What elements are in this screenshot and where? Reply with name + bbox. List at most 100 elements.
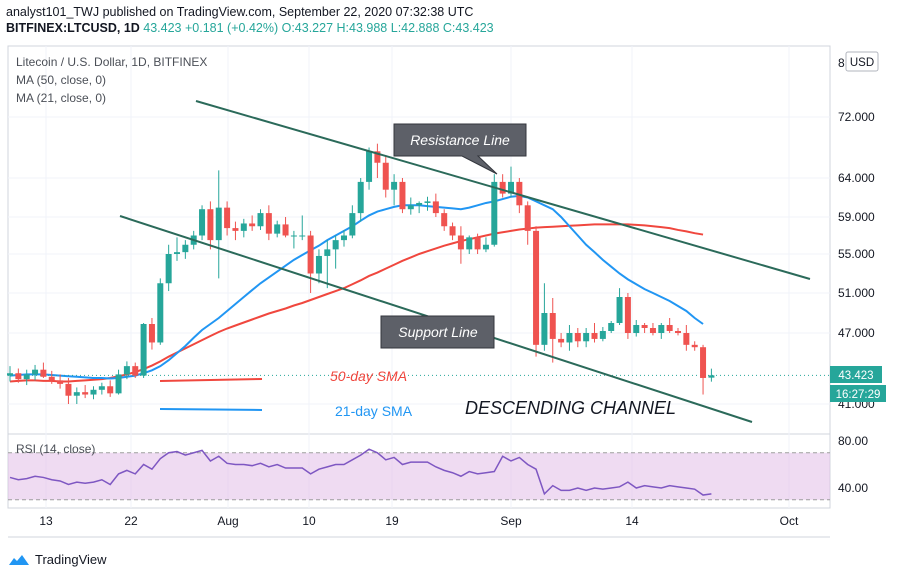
candle-body <box>232 228 239 231</box>
price-tick-label: 59.000 <box>838 210 875 224</box>
candle-body <box>48 376 55 381</box>
tradingview-logo[interactable]: TradingView <box>8 552 107 567</box>
ma50-line <box>9 223 704 383</box>
candle-body <box>399 181 406 210</box>
candle-body <box>15 373 22 380</box>
candle-body <box>182 244 189 253</box>
candle-body <box>366 151 373 182</box>
candle-body <box>499 181 506 194</box>
candle-body <box>23 374 30 380</box>
candle-body <box>107 386 114 394</box>
time-axis[interactable]: 13 22 Aug 10 19 Sep 14 Oct <box>39 514 799 528</box>
candle-body <box>641 325 648 328</box>
rsi-line <box>9 448 712 496</box>
candle-body <box>474 237 481 250</box>
candle-body <box>591 333 598 339</box>
rsi-pane <box>8 448 830 501</box>
candle-body <box>541 313 548 345</box>
time-tick-label: Sep <box>500 514 522 528</box>
low-value: L:42.888 <box>390 21 440 35</box>
time-tick-label: Oct <box>780 514 799 528</box>
rsi-axis: 80.00 40.00 <box>838 434 868 495</box>
candle-body <box>82 392 89 395</box>
candle-body <box>416 202 423 206</box>
candle-body <box>165 254 172 284</box>
candle-body <box>357 181 364 214</box>
candle-body <box>249 223 256 227</box>
price-axis[interactable]: 72.00064.00059.00055.00051.00047.00041.0… <box>838 110 875 411</box>
price-tick-label: 51.000 <box>838 286 875 300</box>
candle-body <box>466 237 473 250</box>
support-callout[interactable]: Support Line <box>380 315 495 349</box>
sma21-label: 21-day SMA <box>335 403 413 419</box>
candle-body <box>666 325 673 331</box>
price-tick-label: 64.000 <box>838 171 875 185</box>
candle-body <box>207 209 214 241</box>
candle-body <box>516 181 523 206</box>
candle-body <box>299 235 306 237</box>
tradingview-icon <box>9 554 29 565</box>
candle-body <box>457 235 464 250</box>
currency-button[interactable]: USD <box>845 51 879 72</box>
candle-body <box>549 313 556 339</box>
price-change: +0.181 (+0.42%) <box>185 21 279 35</box>
candle-body <box>683 333 690 345</box>
candle-body <box>315 255 322 274</box>
candle-body <box>265 213 272 234</box>
candle-body <box>341 235 347 241</box>
candle-body <box>90 389 97 395</box>
candle-body <box>608 323 615 331</box>
time-tick-label: 19 <box>385 514 399 528</box>
ma50-legend: MA (50, close, 0) <box>16 73 106 87</box>
candle-body <box>7 373 13 376</box>
close-value: C:43.423 <box>442 21 494 35</box>
sma50-legend-line <box>159 378 263 382</box>
candle-body <box>407 205 414 210</box>
sma21-legend-line <box>159 408 263 411</box>
rsi-tick-label: 80.00 <box>838 434 868 448</box>
ma21-legend: MA (21, close, 0) <box>16 91 106 105</box>
resistance-label: Resistance Line <box>410 132 510 148</box>
candle-body <box>700 347 707 378</box>
candle-body <box>633 325 640 333</box>
candle-body <box>349 213 356 236</box>
tradingview-wordmark: TradingView <box>35 552 107 567</box>
candle-body <box>115 374 122 394</box>
candle-body <box>424 201 431 203</box>
candle-body <box>583 333 590 342</box>
candle-body <box>649 328 656 333</box>
price-tick-label: 72.000 <box>838 110 875 124</box>
candle-body <box>616 297 623 323</box>
candle-body <box>132 366 139 376</box>
candle-body <box>491 181 498 245</box>
candle-body <box>174 252 180 254</box>
candle-body <box>624 297 631 333</box>
candle-body <box>199 209 206 236</box>
candle-body <box>290 235 297 237</box>
resistance-callout[interactable]: Resistance Line <box>393 123 527 175</box>
candle-body <box>599 331 606 339</box>
resistance-line[interactable] <box>195 100 811 280</box>
ma21-line <box>9 194 704 380</box>
time-tick-label: 10 <box>302 514 316 528</box>
price-tick-label: 47.000 <box>838 326 875 340</box>
candle-body <box>374 151 381 163</box>
time-tick-label: 14 <box>625 514 639 528</box>
candle-body <box>65 383 72 396</box>
candle-body <box>224 207 231 229</box>
candle-body <box>508 181 514 194</box>
candle-body <box>282 224 289 236</box>
high-value: H:43.988 <box>336 21 388 35</box>
last-price-badge: 43.423 <box>830 366 882 383</box>
currency-label: USD <box>850 57 874 69</box>
channel-label: DESCENDING CHANNEL <box>465 398 676 418</box>
candle-body <box>57 380 64 384</box>
candle-body <box>332 240 339 250</box>
sma50-label: 50-day SMA <box>330 368 407 384</box>
last-price-badge-text: 43.423 <box>838 370 873 382</box>
candle-body <box>32 369 39 375</box>
candle-body <box>675 331 681 333</box>
candle-body <box>73 392 80 396</box>
candle-body <box>566 333 573 343</box>
